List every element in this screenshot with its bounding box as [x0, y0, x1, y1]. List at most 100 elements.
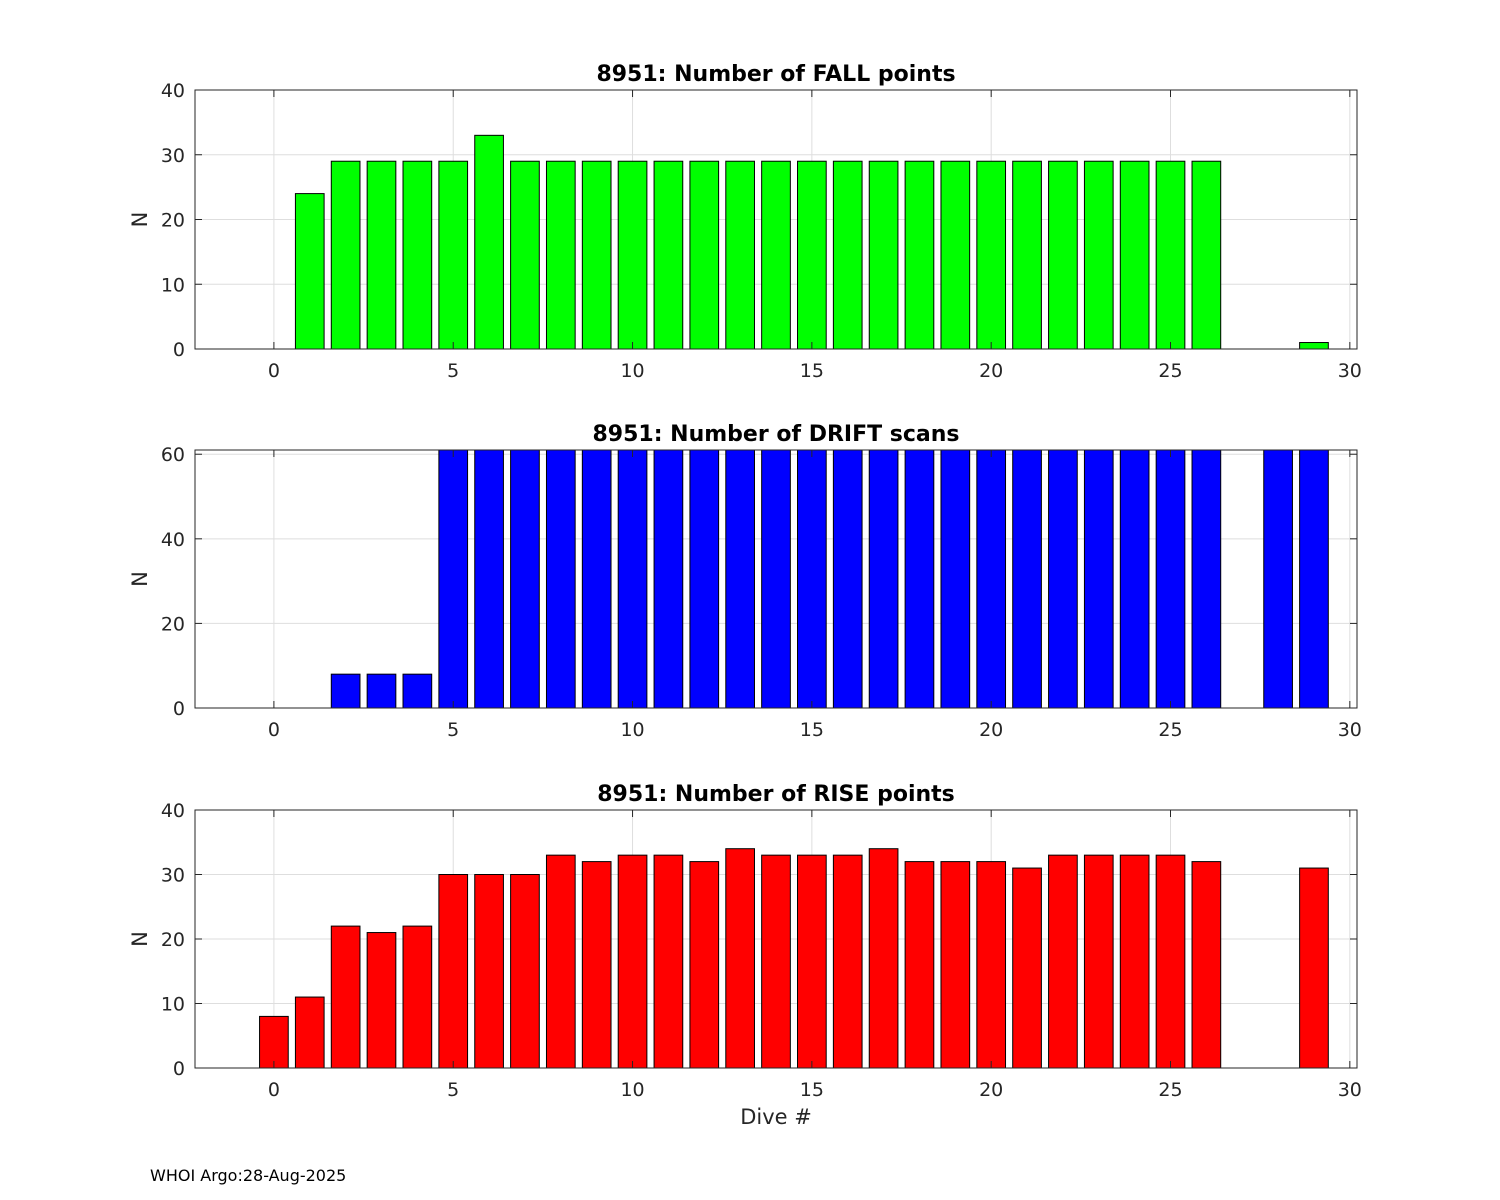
bar	[1119, 449, 1150, 709]
x-tick-label: 0	[268, 1079, 280, 1101]
bar	[904, 861, 935, 1069]
bar	[1299, 449, 1329, 709]
bar	[1299, 342, 1329, 350]
bar	[1012, 867, 1042, 1069]
bar	[653, 160, 684, 350]
bar	[797, 449, 827, 709]
bar	[761, 449, 791, 709]
x-tick-label: 10	[620, 1079, 644, 1101]
bar	[330, 925, 361, 1069]
x-tick-label: 15	[800, 1079, 824, 1101]
x-axis-label: Dive #	[740, 1105, 812, 1129]
x-tick-label: 25	[1158, 719, 1182, 741]
x-tick-label: 10	[620, 719, 644, 741]
bar	[438, 160, 469, 350]
chart-panel-1: 0 5 10 15 20 25 30 0 10 20 30 40 8951: Number of FAL…	[128, 62, 1362, 382]
bar	[438, 449, 469, 709]
y-tick-label: 10	[161, 994, 185, 1016]
x-tick-label: 25	[1158, 1079, 1182, 1101]
footer-label: WHOI Argo:28-Aug-2025	[150, 1166, 347, 1185]
chart-title: 8951: Number of RISE points	[597, 782, 955, 807]
x-tick-label: 5	[447, 1079, 459, 1101]
bar	[868, 848, 899, 1069]
bar	[1083, 160, 1114, 350]
y-axis-label: N	[128, 571, 152, 587]
bar	[366, 673, 397, 709]
bar	[474, 134, 504, 350]
y-tick-label: 20	[161, 210, 185, 232]
bar	[1191, 861, 1222, 1069]
bar	[976, 449, 1007, 709]
chart-title: 8951: Number of DRIFT scans	[592, 422, 959, 447]
y-tick-label: 20	[161, 929, 185, 951]
x-tick-label: 25	[1158, 360, 1182, 382]
y-tick-label: 60	[161, 444, 185, 466]
x-tick-label: 5	[447, 719, 459, 741]
bar	[653, 854, 684, 1069]
bar	[1191, 160, 1222, 350]
bar	[832, 160, 863, 350]
bar	[617, 160, 648, 350]
bar	[1299, 867, 1329, 1069]
bar	[868, 449, 899, 709]
bar	[330, 160, 361, 350]
x-tick-label: 15	[800, 719, 824, 741]
bar	[330, 673, 361, 709]
bar	[474, 874, 504, 1069]
y-tick-label: 40	[161, 800, 185, 822]
y-tick-label: 20	[161, 613, 185, 635]
x-tick-label: 10	[620, 360, 644, 382]
y-tick-label: 40	[161, 529, 185, 551]
y-tick-label: 30	[161, 145, 185, 167]
bar	[510, 160, 540, 350]
bar	[617, 449, 648, 709]
bar	[761, 160, 791, 350]
bar	[689, 449, 720, 709]
bar	[1191, 449, 1222, 709]
x-tick-label: 30	[1338, 719, 1362, 741]
bar	[797, 854, 827, 1069]
bar	[402, 673, 433, 709]
bar	[402, 925, 433, 1069]
bar	[581, 861, 612, 1069]
bar	[1048, 449, 1078, 709]
bar	[761, 854, 791, 1069]
bar	[438, 874, 469, 1069]
bar	[1083, 854, 1114, 1069]
y-axis-label: N	[128, 212, 152, 228]
x-tick-label: 5	[447, 360, 459, 382]
y-tick-label: 0	[173, 1058, 185, 1080]
bar	[617, 854, 648, 1069]
chart-panel-2: 0 5 10 15 20 25 30 0 20 40 60 8951: Number of DRIFT…	[128, 422, 1362, 741]
y-tick-label: 10	[161, 274, 185, 296]
bar	[1083, 449, 1114, 709]
bar	[581, 449, 612, 709]
bar	[545, 449, 576, 709]
bar	[545, 160, 576, 350]
bar	[976, 861, 1007, 1069]
bar	[940, 861, 971, 1069]
y-tick-label: 40	[161, 80, 185, 102]
bar	[366, 160, 397, 350]
bar	[259, 1015, 289, 1069]
bar	[510, 449, 540, 709]
bar	[976, 160, 1007, 350]
bar	[545, 854, 576, 1069]
x-tick-label: 0	[268, 719, 280, 741]
axes-box	[194, 449, 1358, 709]
bar	[510, 874, 540, 1069]
bar	[832, 854, 863, 1069]
bar	[1155, 449, 1186, 709]
bar	[725, 848, 755, 1069]
bar	[689, 861, 720, 1069]
bar	[904, 449, 935, 709]
x-tick-label: 20	[979, 719, 1003, 741]
bar	[1119, 854, 1150, 1069]
bar	[1012, 449, 1042, 709]
bar	[832, 449, 863, 709]
bar	[725, 449, 755, 709]
bar	[725, 160, 755, 350]
chart-title: 8951: Number of FALL points	[596, 62, 955, 87]
bar	[474, 449, 504, 709]
